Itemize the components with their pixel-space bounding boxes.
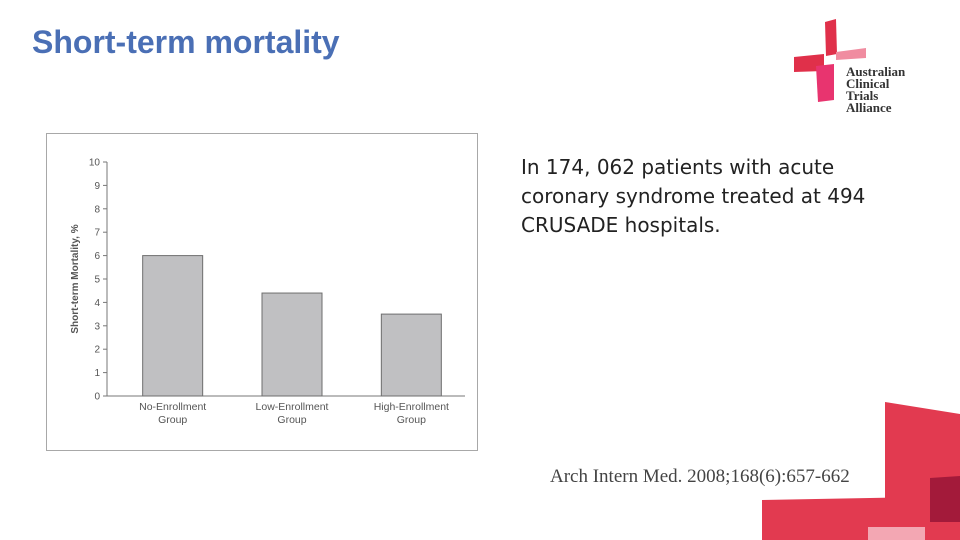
logo-line-3: Trials xyxy=(846,88,879,103)
citation: Arch Intern Med. 2008;168(6):657-662 xyxy=(550,466,850,487)
chart-container: 0 1 2 3 4 5 6 7 8 9 10 Short-term Mortality, % No-En… xyxy=(46,133,478,451)
y-tick-label: 1 xyxy=(94,368,100,379)
y-tick-label: 8 xyxy=(94,204,100,215)
y-tick-label: 3 xyxy=(94,321,100,332)
x-tick-label: Group xyxy=(277,414,306,426)
slide-title: Short-term mortality xyxy=(32,24,340,60)
x-tick-label: Group xyxy=(397,414,426,426)
x-tick-label: Group xyxy=(158,414,187,426)
logo-line-2: Clinical xyxy=(846,76,890,91)
y-tick-label: 9 xyxy=(94,181,100,192)
bar-chart: 0 1 2 3 4 5 6 7 8 9 10 Short-term Mortality, % No-En… xyxy=(70,158,465,426)
y-tick-label: 6 xyxy=(94,251,100,262)
y-axis-label: Short-term Mortality, % xyxy=(70,224,81,333)
logo-line-1: Australian xyxy=(846,64,906,79)
logo-text: Australian Clinical Trials Alliance xyxy=(846,64,906,115)
description-text: In 174, 062 patients with acute coronary… xyxy=(521,155,866,237)
y-tick-label: 2 xyxy=(94,345,100,356)
y-tick-label: 0 xyxy=(94,392,100,403)
alliance-logo xyxy=(790,14,940,114)
logo-cross-icon xyxy=(794,19,866,102)
y-tick-label: 4 xyxy=(94,298,100,309)
x-tick-label: Low-Enrollment xyxy=(256,401,329,413)
x-tick-label: High-Enrollment xyxy=(374,401,449,413)
deco-pink-bottom xyxy=(868,527,925,540)
bar xyxy=(142,255,204,397)
y-tick-label: 5 xyxy=(94,275,100,286)
bar xyxy=(261,292,323,397)
bar xyxy=(380,313,442,397)
y-tick-label: 10 xyxy=(89,158,101,169)
y-tick-label: 7 xyxy=(94,228,100,239)
x-tick-label: No-Enrollment xyxy=(139,401,206,413)
logo-line-4: Alliance xyxy=(846,100,892,115)
deco-dark-block xyxy=(930,476,960,522)
